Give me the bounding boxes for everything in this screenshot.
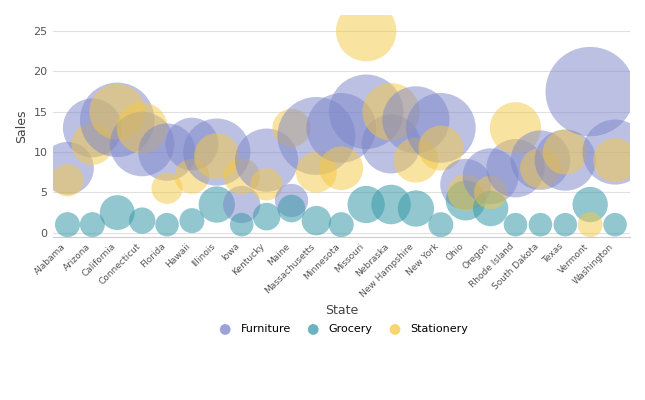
Point [212, 149, 222, 155]
Point [560, 149, 570, 155]
Point [212, 153, 222, 159]
Point [312, 218, 322, 224]
Point [361, 201, 372, 208]
Point [336, 165, 346, 172]
Point [386, 141, 396, 147]
Point [411, 117, 421, 123]
Point [486, 205, 496, 212]
Point [510, 165, 521, 172]
Point [187, 173, 197, 180]
Point [486, 173, 496, 180]
Point [461, 181, 471, 188]
Point [63, 222, 73, 228]
Point [486, 189, 496, 196]
Point [112, 108, 123, 115]
Point [237, 173, 247, 180]
Point [312, 169, 322, 176]
Point [585, 201, 595, 208]
Point [411, 157, 421, 163]
Point [361, 108, 372, 115]
Point [312, 133, 322, 139]
Point [286, 125, 297, 131]
Point [361, 28, 372, 34]
Point [610, 222, 620, 228]
Point [112, 209, 123, 216]
Point [87, 125, 97, 131]
Point [187, 218, 197, 224]
Point [112, 117, 123, 123]
Point [535, 222, 546, 228]
Point [336, 222, 346, 228]
X-axis label: State: State [324, 304, 358, 317]
Point [261, 157, 272, 163]
Point [535, 157, 546, 163]
Point [87, 141, 97, 147]
Legend: Furniture, Grocery, Stationery: Furniture, Grocery, Stationery [210, 320, 473, 339]
Point [386, 108, 396, 115]
Point [435, 125, 446, 131]
Point [261, 213, 272, 220]
Point [535, 165, 546, 172]
Point [63, 177, 73, 184]
Point [237, 222, 247, 228]
Point [137, 218, 147, 224]
Point [386, 201, 396, 208]
Y-axis label: Sales: Sales [15, 109, 28, 143]
Point [585, 222, 595, 228]
Point [162, 222, 172, 228]
Point [237, 201, 247, 208]
Point [212, 201, 222, 208]
Point [261, 181, 272, 188]
Point [510, 222, 521, 228]
Point [585, 88, 595, 95]
Point [187, 141, 197, 147]
Point [137, 125, 147, 131]
Point [336, 125, 346, 131]
Point [560, 157, 570, 163]
Point [435, 145, 446, 151]
Point [560, 222, 570, 228]
Point [435, 222, 446, 228]
Point [162, 149, 172, 155]
Point [87, 222, 97, 228]
Point [610, 157, 620, 163]
Point [137, 141, 147, 147]
Point [162, 185, 172, 192]
Point [411, 205, 421, 212]
Point [461, 189, 471, 196]
Point [461, 197, 471, 204]
Point [63, 165, 73, 172]
Point [286, 197, 297, 204]
Point [610, 149, 620, 155]
Point [510, 125, 521, 131]
Point [286, 205, 297, 212]
